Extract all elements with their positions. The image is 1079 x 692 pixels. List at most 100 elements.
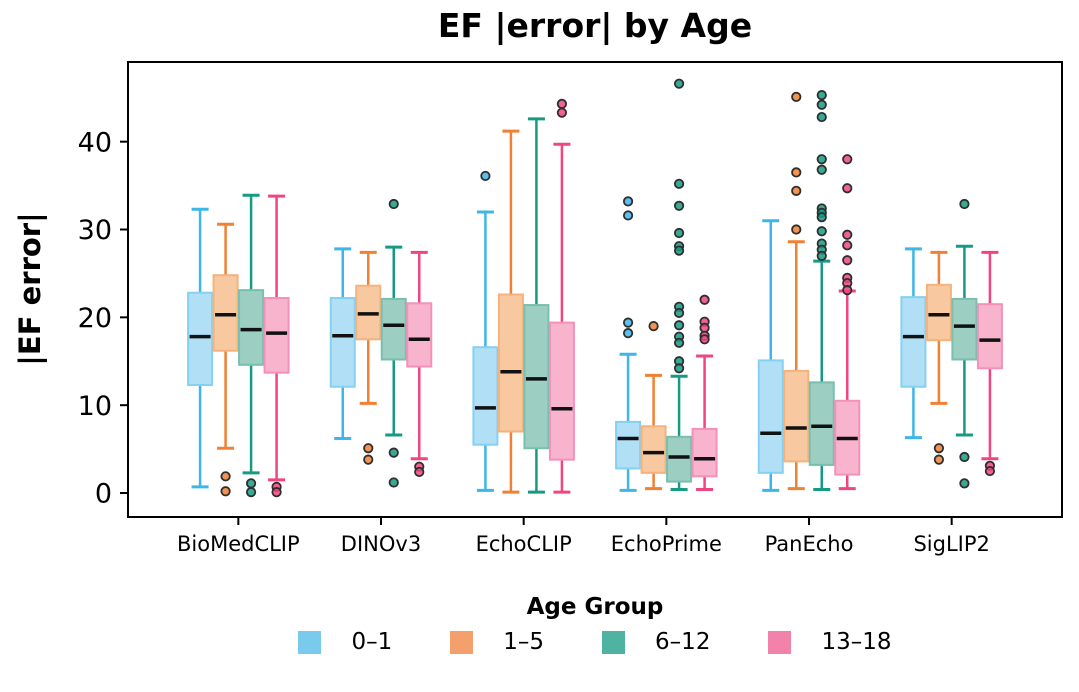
box-PanEcho-1–5-outlier: [791, 224, 802, 235]
box-EchoPrime-1–5-outlier: [648, 321, 659, 332]
box-EchoPrime-6–12-outlier: [673, 227, 685, 239]
box-BioMedCLIP-6–12-outlier: [245, 478, 257, 489]
y-tick-label: 0: [95, 479, 112, 510]
box-PanEcho-1–5-outlier: [791, 185, 802, 196]
box-EchoPrime-6–12-outlier: [673, 337, 685, 348]
box-DINOv3-13–18-outlier: [414, 466, 425, 478]
legend-label: 6–12: [655, 629, 711, 655]
box-EchoCLIP-13–18-outlier: [556, 98, 568, 109]
box-SigLIP2-1–5-outlier: [933, 454, 945, 465]
legend-label: 13–18: [821, 629, 892, 655]
box-DINOv3-0–1: [329, 297, 356, 388]
legend-item-0–1: 0–1: [298, 629, 392, 655]
box-SigLIP2-6–12-outlier: [959, 451, 970, 463]
box-SigLIP2-6–12: [951, 297, 978, 361]
box-BioMedCLIP-6–12-outlier: [245, 487, 257, 498]
box-EchoPrime-13–18: [691, 427, 718, 478]
box-SigLIP2-1–5-outlier: [933, 443, 945, 454]
box-PanEcho-6–12-outlier: [816, 154, 827, 165]
box-EchoPrime-6–12: [666, 435, 693, 483]
box-DINOv3-6–12-outlier: [388, 477, 399, 488]
box-BioMedCLIP-1–5: [212, 274, 239, 352]
legend-item-13–18: 13–18: [768, 629, 892, 655]
legend-title: Age Group: [526, 594, 664, 620]
x-tick-label-SigLIP2: SigLIP2: [913, 532, 989, 556]
box-PanEcho-1–5-outlier: [791, 91, 802, 102]
legend-item-6–12: 6–12: [602, 629, 710, 655]
box-EchoPrime-6–12-outlier: [673, 320, 685, 331]
x-tick-label-DINOv3: DINOv3: [341, 532, 421, 556]
box-PanEcho-13–18-outlier: [842, 229, 853, 240]
plot-area: 0 10 20 30 40 BioMedCLIP DINOv3 EchoCLIP EchoPri…: [78, 61, 1063, 556]
box-EchoPrime-6–12-outlier: [673, 363, 685, 374]
legend-swatch-13–18: [768, 630, 792, 654]
box-PanEcho-1–5-outlier: [791, 167, 802, 178]
legend-label: 0–1: [351, 629, 393, 655]
box-PanEcho-6–12-outlier: [816, 164, 827, 175]
x-tick-label-PanEcho: PanEcho: [765, 532, 854, 556]
axes-frame: [127, 61, 1063, 518]
box-EchoPrime-1–5: [640, 425, 667, 474]
legend-item-1–5: 1–5: [450, 629, 544, 655]
chart-title: EF |error| by Age: [437, 6, 753, 45]
x-tick-label-EchoPrime: EchoPrime: [611, 532, 722, 556]
box-PanEcho-6–12: [808, 381, 835, 466]
y-tick-label: 30: [78, 215, 112, 246]
box-BioMedCLIP-6–12: [238, 289, 265, 366]
box-EchoPrime-13–18-outlier: [699, 334, 710, 345]
legend-swatch-0–1: [298, 630, 322, 654]
legend-label: 1–5: [503, 629, 545, 655]
box-EchoCLIP-13–18-outlier: [556, 107, 568, 118]
box-PanEcho-6–12-outlier: [816, 212, 827, 223]
box-SigLIP2-1–5: [925, 283, 952, 342]
box-EchoPrime-0–1-outlier: [622, 196, 634, 207]
legend: Age Group 0–1 1–5 6–12 13–18: [128, 594, 1062, 655]
legend-swatch-1–5: [450, 630, 474, 654]
box-EchoPrime-13–18-outlier: [699, 294, 710, 305]
box-BioMedCLIP-0–1: [187, 291, 214, 386]
box-SigLIP2-0–1: [900, 296, 927, 388]
box-PanEcho-1–5: [783, 369, 810, 463]
box-PanEcho-6–12-outlier: [816, 90, 827, 101]
box-PanEcho-13–18-outlier: [842, 285, 853, 296]
box-EchoCLIP-6–12: [523, 304, 550, 450]
box-BioMedCLIP-13–18: [263, 297, 290, 374]
x-tick-label-BioMedCLIP: BioMedCLIP: [177, 532, 300, 556]
box-PanEcho-13–18-outlier: [842, 240, 853, 251]
x-tick-label-EchoCLIP: EchoCLIP: [476, 532, 572, 556]
box-PanEcho-6–12-outlier: [816, 99, 827, 110]
box-EchoPrime-6–12-outlier: [673, 245, 685, 256]
box-PanEcho-13–18-outlier: [842, 154, 853, 165]
box-EchoPrime-0–1-outlier: [622, 317, 634, 328]
box-SigLIP2-6–12-outlier: [959, 478, 970, 489]
box-PanEcho-6–12-outlier: [816, 250, 827, 261]
box-PanEcho-6–12-outlier: [816, 226, 827, 237]
box-SigLIP2-6–12-outlier: [959, 198, 970, 210]
box-EchoPrime-0–1: [615, 420, 642, 470]
box-SigLIP2-13–18: [976, 303, 1003, 370]
box-EchoPrime-6–12-outlier: [673, 307, 685, 319]
box-EchoPrime-6–12-outlier: [673, 200, 685, 211]
box-BioMedCLIP-1–5-outlier: [220, 486, 231, 497]
box-EchoPrime-6–12-outlier: [673, 178, 685, 189]
box-DINOv3-6–12-outlier: [388, 447, 399, 458]
box-BioMedCLIP-13–18-outlier: [271, 487, 282, 498]
box-PanEcho-13–18-outlier: [842, 183, 853, 194]
box-PanEcho-13–18-outlier: [842, 255, 853, 266]
box-PanEcho-6–12-outlier: [816, 111, 827, 123]
y-tick-label: 10: [78, 391, 112, 422]
box-SigLIP2-13–18-outlier: [984, 465, 996, 477]
box-DINOv3-6–12-outlier: [388, 198, 399, 210]
box-DINOv3-6–12: [380, 297, 407, 361]
box-DINOv3-1–5-outlier: [363, 454, 374, 465]
legend-swatch-6–12: [602, 630, 626, 654]
box-DINOv3-13–18: [406, 302, 433, 368]
box-BioMedCLIP-1–5-outlier: [220, 471, 231, 482]
box-EchoCLIP-0–1: [472, 346, 499, 446]
box-EchoCLIP-13–18: [548, 321, 575, 461]
box-EchoPrime-6–12-outlier: [673, 78, 685, 89]
box-EchoCLIP-0–1-outlier: [480, 170, 491, 182]
box-DINOv3-1–5-outlier: [363, 443, 374, 454]
box-PanEcho-0–1: [757, 359, 784, 474]
